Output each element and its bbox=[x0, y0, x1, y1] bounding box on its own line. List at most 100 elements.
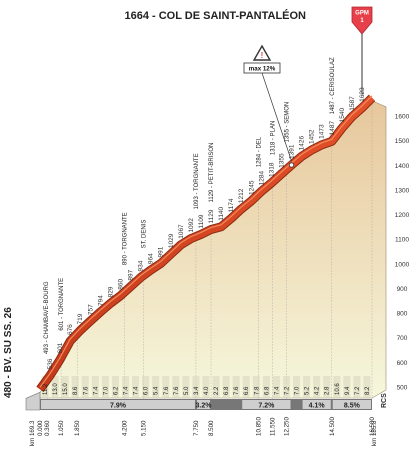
altitude-label: 757 bbox=[87, 304, 94, 315]
y-tick-label: 500 bbox=[397, 384, 408, 391]
place-label: 1284 - DEL bbox=[256, 136, 262, 167]
altitude-label: 1540 bbox=[339, 107, 346, 122]
km-label: 4.200 bbox=[122, 420, 129, 436]
altitude-label: 1426 bbox=[299, 136, 306, 151]
profile-line bbox=[37, 95, 375, 392]
gradient-bar bbox=[242, 376, 250, 398]
average-segment bbox=[332, 400, 371, 409]
place-label: 1129 - PETIT-BRISON bbox=[209, 143, 215, 203]
max-gradient-dot bbox=[288, 162, 295, 168]
average-segment bbox=[242, 400, 291, 409]
altitude-label: 1140 bbox=[218, 206, 225, 220]
altitude-label: 1029 bbox=[168, 233, 175, 248]
km-labels: 0.000 0.360 1.050 1.850 4.200 5.150 7.750 8.500… bbox=[29, 417, 378, 446]
place-labels: 493 - CHAMBAVE-BOURG 601 - TORGNANTE 890 -… bbox=[44, 57, 336, 354]
km-label: 16.500 bbox=[369, 417, 376, 436]
place-label: 1093 - TORGNANTE bbox=[194, 153, 200, 209]
altitude-label: 1212 bbox=[238, 188, 245, 203]
km-label: 5.150 bbox=[141, 420, 148, 436]
gradient-label: 7.4 bbox=[124, 386, 130, 395]
km-label: 11.550 bbox=[269, 417, 276, 436]
km-label: 0.360 bbox=[44, 420, 51, 436]
gpm-badge-shape bbox=[351, 6, 373, 35]
start-label: 480 - BV. SU SS. 26 bbox=[3, 307, 14, 398]
gradient-bar bbox=[182, 376, 190, 398]
gradient-bar bbox=[282, 376, 291, 398]
gradient-bar bbox=[152, 376, 160, 398]
km-label: 7.750 bbox=[193, 420, 200, 436]
gradient-label: 7.4 bbox=[134, 386, 140, 395]
gradient-label: 13.0 bbox=[53, 383, 59, 395]
gradient-label: 9.4 bbox=[345, 386, 351, 395]
gradient-bar bbox=[353, 376, 361, 398]
gradient-bar bbox=[172, 376, 180, 398]
km-label: 10.850 bbox=[255, 417, 262, 436]
gradient-bar bbox=[252, 376, 260, 398]
average-segment bbox=[302, 400, 331, 409]
gradient-label: 7.4 bbox=[274, 386, 280, 395]
gradient-label: 11.2 bbox=[43, 383, 49, 395]
gradient-label: 15.0 bbox=[63, 383, 69, 395]
km-label: 8.500 bbox=[208, 420, 215, 436]
gradient-bar bbox=[132, 376, 140, 398]
average-gradient-label: 7.2% bbox=[258, 403, 275, 410]
rcs-logo: RCS bbox=[381, 393, 388, 408]
altitude-label: 829 bbox=[107, 286, 114, 297]
gradient-label: 7.2 bbox=[355, 386, 361, 395]
place-label: ST. DENIS bbox=[142, 220, 148, 249]
km-start-label: km 169.3 bbox=[29, 420, 36, 446]
y-tick-label: 800 bbox=[397, 311, 408, 318]
km-end-label: km 185.8 bbox=[371, 420, 378, 446]
y-tick-label: 900 bbox=[397, 286, 408, 293]
profile-line-highlight bbox=[39, 95, 373, 388]
gradient-label: 7.0 bbox=[295, 386, 301, 395]
gpm-badge: GPM 1 bbox=[351, 6, 373, 35]
y-axis: 500 600 700 800 900 1000 1100 1200 1300 1400 1500 1… bbox=[395, 114, 410, 392]
gradient-label: 6.8 bbox=[264, 386, 270, 395]
altitude-label: 719 bbox=[77, 313, 84, 324]
place-label: 1355 - SEMON bbox=[284, 102, 290, 143]
gradient-bar bbox=[272, 376, 280, 398]
y-tick-label: 1600 bbox=[395, 114, 410, 121]
gradient-bar bbox=[81, 376, 89, 398]
gradient-bar bbox=[363, 376, 371, 398]
profile-line-layer bbox=[36, 72, 376, 392]
altitude-label: 601 bbox=[57, 342, 64, 353]
altitude-label: 934 bbox=[138, 260, 145, 271]
gradient-label: 3.4 bbox=[194, 386, 200, 395]
y-tick-label: 1200 bbox=[395, 212, 410, 219]
gpm-label: GPM bbox=[355, 11, 369, 17]
max-gradient-label: max 12% bbox=[249, 66, 276, 73]
average-segment bbox=[196, 400, 211, 409]
altitude-label: 1245 bbox=[248, 180, 255, 195]
gradient-bar bbox=[293, 376, 301, 398]
gradient-label: 7.8 bbox=[254, 386, 260, 395]
gradient-label: 5.0 bbox=[184, 386, 190, 395]
altitude-label: 964 bbox=[148, 253, 155, 264]
place-label: 1318 - PLAN bbox=[270, 121, 276, 155]
altitude-label: 1129 bbox=[208, 209, 215, 223]
max-gradient-pointer bbox=[261, 72, 292, 162]
km-label: 12.250 bbox=[283, 417, 290, 436]
gradient-bar bbox=[232, 376, 240, 398]
y-tick-label: 1100 bbox=[395, 237, 409, 244]
average-gradient-label: 3.2% bbox=[196, 403, 213, 410]
altitude-label: 991 bbox=[158, 246, 165, 257]
gradient-bar bbox=[262, 376, 270, 398]
gradient-label: 2.2 bbox=[214, 386, 220, 395]
gradient-bar bbox=[101, 376, 109, 398]
average-segment bbox=[41, 400, 195, 409]
gradient-label: 8.6 bbox=[73, 386, 79, 395]
gradient-label: 6.6 bbox=[244, 386, 250, 395]
altitude-label: 1067 bbox=[178, 224, 185, 239]
gradient-label: 2.8 bbox=[325, 386, 331, 395]
start-base-face bbox=[25, 391, 41, 411]
km-label: 0.000 bbox=[37, 420, 44, 436]
average-gradient-band: 7.9% 3.2% 7.2% 4.1% 8.5% bbox=[25, 391, 372, 411]
altitude-label: 1391 bbox=[289, 144, 296, 159]
gradient-bar bbox=[162, 376, 170, 398]
altitude-label: 794 bbox=[97, 295, 104, 306]
gradient-label: 4.2 bbox=[315, 386, 321, 395]
